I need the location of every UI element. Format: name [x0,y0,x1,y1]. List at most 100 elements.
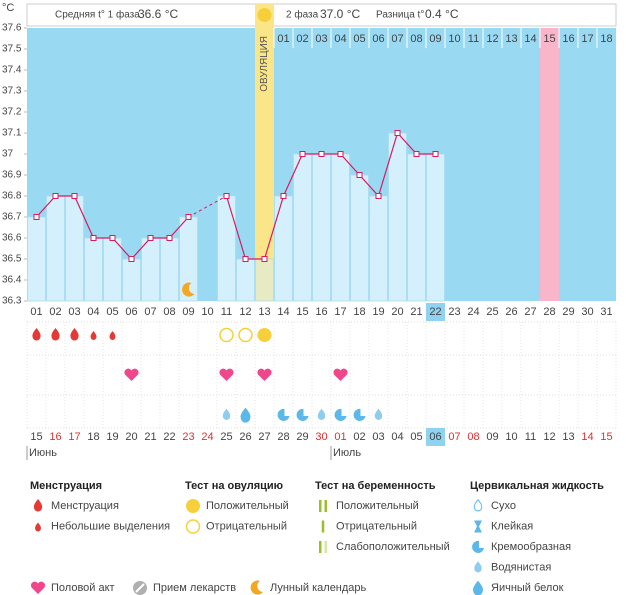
icon-drop [32,328,41,341]
icon-sun [257,328,272,342]
icon-drop [33,499,43,512]
icon-watery [474,561,482,573]
expected-period-column [540,28,559,301]
date-label: 07 [448,431,460,443]
icon-watery [374,408,383,420]
x-tick-label: 14 [277,306,289,318]
y-tick-label: 37.1 [2,128,22,139]
icon-drop-small [109,330,116,340]
icon-watery [222,408,231,420]
temperature-line [225,131,436,260]
icon-dry [473,498,483,512]
legend-item: Клейкая [491,520,533,532]
icon-heart [257,368,272,381]
temperature-bar [331,153,350,302]
icon-sun [257,8,272,22]
icon-bar [319,541,322,553]
x-tick-label: 30 [581,306,593,318]
x-tick-label: 01 [30,306,42,318]
temperature-point [109,235,116,241]
temperature-bar [46,195,65,302]
icon-drop [70,328,79,341]
icon-ring [238,327,253,343]
month-label: Июнь [29,447,57,459]
cycle-day-label: 18 [600,33,612,45]
date-label: 08 [467,431,479,443]
legend-item: Водянистая [491,561,551,573]
date-label: 09 [486,431,498,443]
x-tick-label: 28 [543,306,555,318]
cycle-day-label: 06 [372,33,384,45]
x-tick-label: 06 [125,306,137,318]
temperature-point [90,235,97,241]
icon-bar [324,541,327,553]
cycle-day-label: 08 [410,33,422,45]
y-tick-label: 36.3 [2,296,22,307]
date-label: 13 [562,431,574,443]
date-label: 15 [30,431,42,443]
cycle-day-label: 03 [315,33,327,45]
cycle-day-label: 09 [429,33,441,45]
icon-creamy [353,408,366,421]
today-date-highlight [426,428,445,446]
date-label: 19 [106,431,118,443]
y-tick-label: 36.6 [2,233,22,244]
date-label: 14 [581,431,593,443]
icon-ring [219,327,234,343]
icon-heart [333,368,348,381]
date-label: 26 [239,431,251,443]
date-label: 12 [543,431,555,443]
icon-pill-line [135,583,145,593]
x-tick-label: 18 [353,306,365,318]
cycle-day-label: 14 [524,33,536,45]
x-tick-label: 02 [49,306,61,318]
legend-title: Цервикальная жидкость [470,480,604,492]
temperature-point [356,172,363,178]
date-label: 21 [144,431,156,443]
legend-item: Менструация [51,500,119,512]
legend-title: Менструация [30,480,102,492]
temperature-bar [350,174,369,302]
date-label: 20 [125,431,137,443]
date-label: 30 [315,431,327,443]
icon-heart [30,581,46,594]
ovulation-column [255,4,274,301]
temperature-point [261,256,268,262]
phase2-value: 37.0 °C [320,7,360,21]
temperature-point [52,193,59,199]
cycle-day-label: 12 [486,33,498,45]
legend-item: Положительный [206,500,289,512]
phase1-label: Средняя t° 1 фаза [55,9,140,21]
date-label: 22 [163,431,175,443]
y-tick-label: 36.7 [2,212,22,223]
temperature-bar [65,195,84,302]
diff-value: 0.4 °C [425,7,459,21]
y-tick-label: 37 [2,149,14,160]
icon-creamy [472,540,484,553]
date-label: 29 [296,431,308,443]
x-tick-label: 07 [144,306,156,318]
x-tick-label: 26 [505,306,517,318]
date-label: 15 [600,431,612,443]
y-tick-label: 37.6 [2,23,22,34]
legend-item: Сухо [491,500,516,512]
y-tick-label: 37.5 [2,44,22,55]
legend-item: Лунный календарь [270,582,367,594]
legend-item: Прием лекарств [153,582,236,594]
legend-title: Тест на овуляцию [185,480,283,492]
icon-creamy [296,408,309,421]
x-tick-label: 09 [182,306,194,318]
y-tick-label: 36.5 [2,254,22,265]
x-tick-label: 16 [315,306,327,318]
date-label: 10 [505,431,517,443]
date-label: 16 [49,431,61,443]
x-tick-label: 05 [106,306,118,318]
gap-connector [188,195,227,218]
phase1-value: 36.6 °C [138,7,178,21]
date-label: 18 [87,431,99,443]
temperature-point [375,193,382,199]
date-label: 17 [68,431,80,443]
temperature-bar [426,153,445,302]
temperature-point [147,235,154,241]
icon-watery [317,408,326,420]
